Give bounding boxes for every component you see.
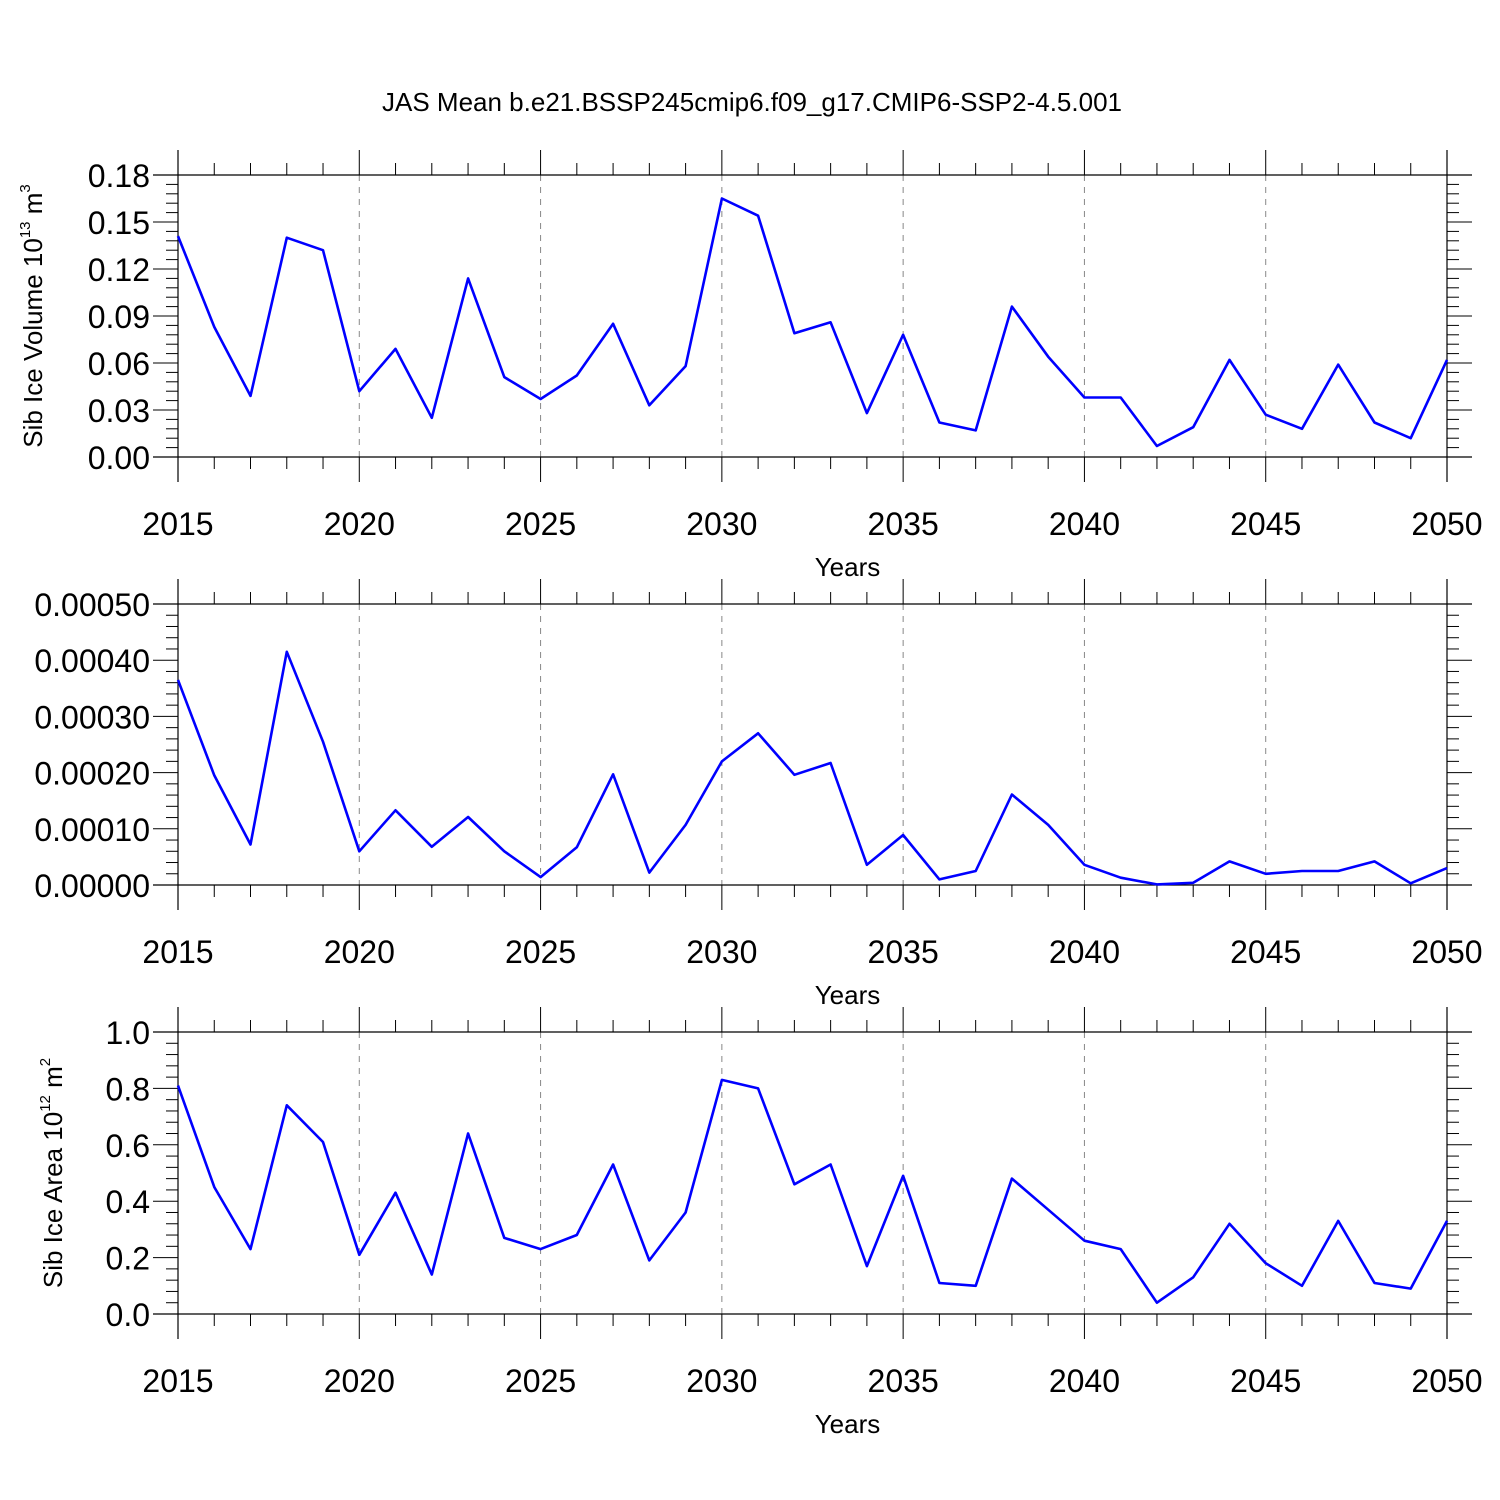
panels: 2015 2020 2025 2030 2035 2040 2045 2050 0.00 0.03… bbox=[17, 150, 1483, 1439]
x-tick-label-2035: 2035 bbox=[868, 934, 939, 970]
y-tick-label-4: 0.12 bbox=[88, 252, 150, 288]
panel-1: 2015 2020 2025 2030 2035 2040 2045 2050 0.00 0.03… bbox=[17, 150, 1483, 582]
y-tick-label-1: 0.2 bbox=[106, 1241, 150, 1277]
x-tick-label-2050: 2050 bbox=[1411, 506, 1482, 542]
x-tick-label-2030: 2030 bbox=[686, 934, 757, 970]
x-tick-label-2035: 2035 bbox=[868, 1363, 939, 1399]
y-axis-label: Sib Ice Area 1012 m2 bbox=[37, 1058, 68, 1288]
x-tick-label-2025: 2025 bbox=[505, 934, 576, 970]
y-tick-label-3: 0.6 bbox=[106, 1128, 150, 1164]
x-axis-label: Years bbox=[815, 552, 881, 582]
y-tick-label-4: 0.8 bbox=[106, 1071, 150, 1107]
panel-2: 2015 2020 2025 2030 2035 2040 2045 2050 0.00000 0… bbox=[34, 579, 1483, 1010]
y-tick-label-0: 0.0 bbox=[106, 1297, 150, 1333]
y-tick-label-3: 0.09 bbox=[88, 299, 150, 335]
x-tick-label-2020: 2020 bbox=[324, 934, 395, 970]
y-tick-label-0: 0.00 bbox=[88, 440, 150, 476]
x-axis-label: Years bbox=[815, 980, 881, 1010]
y-tick-label-5: 0.15 bbox=[88, 205, 150, 241]
y-tick-label-2: 0.4 bbox=[106, 1184, 150, 1220]
y-tick-label-4: 0.00040 bbox=[34, 643, 150, 679]
y-tick-label-2: 0.00020 bbox=[34, 756, 150, 792]
y-axis-label: Sib Ice Volume 1013 m3 bbox=[17, 184, 48, 448]
y-tick-label-1: 0.00010 bbox=[34, 812, 150, 848]
figure-title: JAS Mean b.e21.BSSP245cmip6.f09_g17.CMIP… bbox=[382, 87, 1122, 117]
x-tick-label-2025: 2025 bbox=[505, 506, 576, 542]
x-tick-label-2050: 2050 bbox=[1411, 934, 1482, 970]
panel-3: 2015 2020 2025 2030 2035 2040 2045 2050 0.0 0.2 0.… bbox=[37, 1007, 1483, 1439]
x-tick-label-2040: 2040 bbox=[1049, 1363, 1120, 1399]
y-tick-label-2: 0.06 bbox=[88, 346, 150, 382]
x-tick-label-2040: 2040 bbox=[1049, 934, 1120, 970]
x-tick-label-2015: 2015 bbox=[142, 934, 213, 970]
x-tick-label-2020: 2020 bbox=[324, 506, 395, 542]
x-tick-label-2045: 2045 bbox=[1230, 934, 1301, 970]
x-tick-label-2050: 2050 bbox=[1411, 1363, 1482, 1399]
x-tick-label-2030: 2030 bbox=[686, 506, 757, 542]
x-tick-label-2035: 2035 bbox=[868, 506, 939, 542]
x-tick-label-2025: 2025 bbox=[505, 1363, 576, 1399]
x-axis-label: Years bbox=[815, 1409, 881, 1439]
x-tick-label-2045: 2045 bbox=[1230, 1363, 1301, 1399]
y-tick-label-0: 0.00000 bbox=[34, 868, 150, 904]
x-tick-label-2015: 2015 bbox=[142, 1363, 213, 1399]
series-line bbox=[176, 650, 1448, 886]
x-tick-label-2045: 2045 bbox=[1230, 506, 1301, 542]
x-tick-label-2040: 2040 bbox=[1049, 506, 1120, 542]
series-line bbox=[176, 197, 1449, 448]
y-tick-label-6: 0.18 bbox=[88, 158, 150, 194]
y-tick-label-5: 1.0 bbox=[106, 1015, 150, 1051]
series-line bbox=[176, 1078, 1449, 1304]
y-tick-label-3: 0.00030 bbox=[34, 699, 150, 735]
y-tick-label-1: 0.03 bbox=[88, 393, 150, 429]
x-tick-label-2015: 2015 bbox=[142, 506, 213, 542]
x-tick-label-2020: 2020 bbox=[324, 1363, 395, 1399]
y-tick-label-5: 0.00050 bbox=[34, 587, 150, 623]
x-tick-label-2030: 2030 bbox=[686, 1363, 757, 1399]
